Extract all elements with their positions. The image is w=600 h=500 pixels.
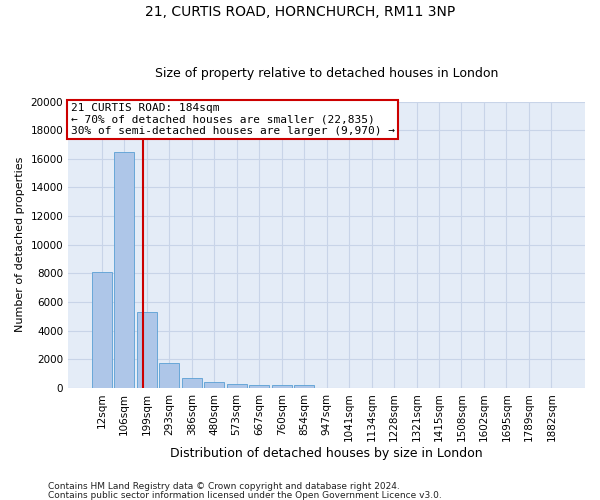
Text: Contains public sector information licensed under the Open Government Licence v3: Contains public sector information licen… (48, 490, 442, 500)
Bar (92, 272, 112, 388)
Bar (227, 384, 247, 388)
Bar (114, 152, 134, 388)
Bar (159, 363, 179, 388)
Bar (294, 386, 314, 388)
Text: Contains HM Land Registry data © Crown copyright and database right 2024.: Contains HM Land Registry data © Crown c… (48, 482, 400, 491)
Bar (249, 384, 269, 388)
Text: 21 CURTIS ROAD: 184sqm
← 70% of detached houses are smaller (22,835)
30% of semi: 21 CURTIS ROAD: 184sqm ← 70% of detached… (71, 103, 395, 136)
Text: 21, CURTIS ROAD, HORNCHURCH, RM11 3NP: 21, CURTIS ROAD, HORNCHURCH, RM11 3NP (145, 5, 455, 19)
Title: Size of property relative to detached houses in London: Size of property relative to detached ho… (155, 66, 498, 80)
Y-axis label: Number of detached properties: Number of detached properties (15, 157, 25, 332)
Bar (137, 312, 157, 388)
Bar (204, 382, 224, 388)
Bar (272, 385, 292, 388)
Bar (182, 378, 202, 388)
X-axis label: Distribution of detached houses by size in London: Distribution of detached houses by size … (170, 447, 483, 460)
